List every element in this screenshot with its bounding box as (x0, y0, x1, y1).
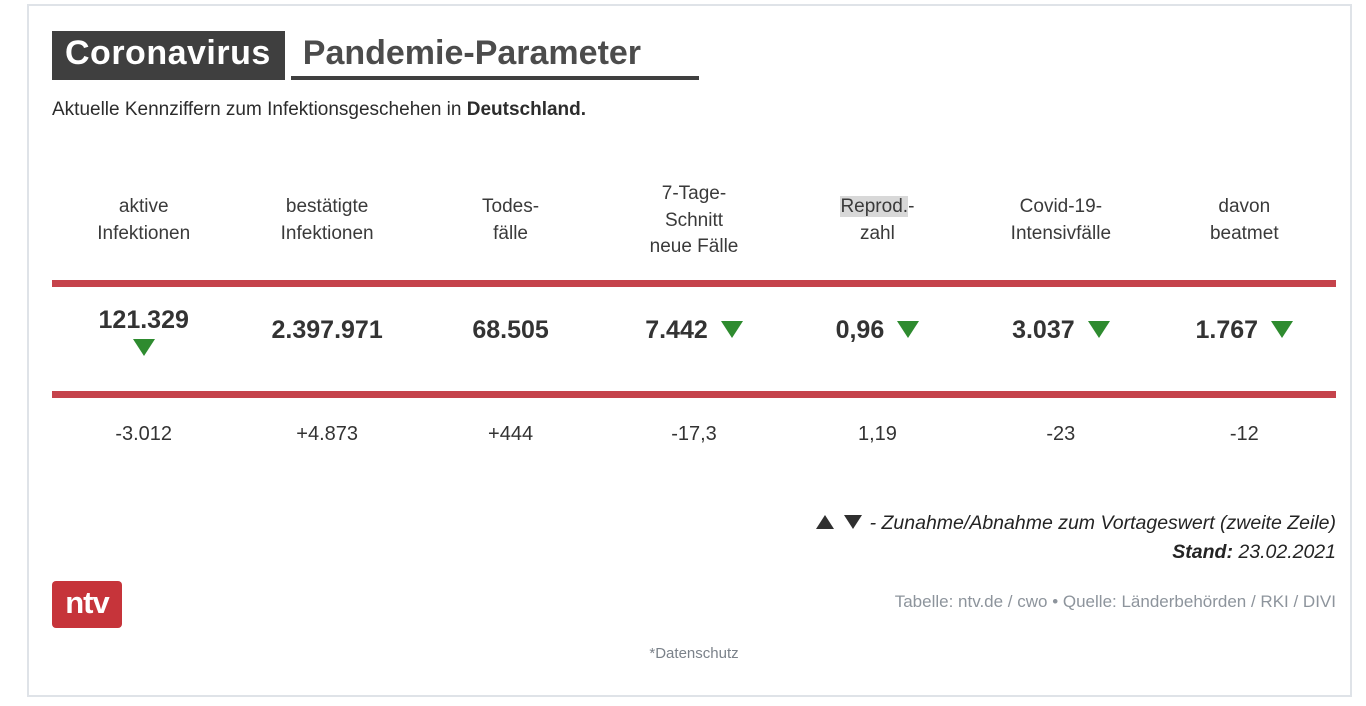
divider-top (52, 280, 1336, 287)
stat-value-cell: 121.329 (52, 303, 235, 356)
stat-value: 121.329 (98, 306, 189, 334)
credit-line: Tabelle: ntv.de / cwo • Quelle: Länderbe… (894, 592, 1336, 611)
delta-value: -17,3 (671, 423, 717, 445)
down-triangle-icon (720, 321, 743, 338)
delta-value: -23 (1046, 423, 1076, 445)
stat-value: 7.442 (645, 315, 708, 344)
stand-label: Stand: (1172, 541, 1233, 563)
down-triangle-icon (132, 339, 155, 356)
stat-value-cell: 7.442 (602, 315, 785, 345)
stat-value-cell: 3.037 (969, 315, 1152, 345)
column-header-davon-beatmet: davon beatmet (1209, 196, 1279, 244)
stat-value: 0,96 (835, 315, 885, 344)
stat-value-cell: 68.505 (419, 315, 602, 345)
delta-value: 1,19 (857, 423, 897, 445)
title-text: Pandemie-Parameter (290, 31, 700, 80)
delta-value: -12 (1229, 423, 1259, 445)
down-triangle-icon (1271, 321, 1294, 338)
legend: - Zunahme/Abnahme zum Vortageswert (zwei… (52, 512, 1336, 535)
subtitle-text: Aktuelle Kennziffern zum Infektionsgesch… (52, 99, 467, 120)
subtitle: Aktuelle Kennziffern zum Infektionsgesch… (52, 99, 1336, 121)
column-header-reproduktionszahl: Reprod.- zahl (840, 196, 915, 244)
delta-value: -3.012 (115, 423, 173, 445)
stand-value: 23.02.2021 (1238, 541, 1336, 563)
up-triangle-icon (815, 515, 834, 529)
delta-value: +444 (488, 423, 534, 445)
stat-value: 1.767 (1195, 315, 1259, 344)
divider-bottom (52, 391, 1336, 398)
infographic-card: Coronavirus Pandemie-Parameter Aktuelle … (27, 4, 1352, 697)
stat-value-cell: 2.397.971 (235, 315, 418, 345)
column-header-todesfaelle: Todes- fälle (482, 196, 540, 244)
stat-value: 2.397.971 (271, 315, 383, 344)
down-triangle-icon (1087, 321, 1110, 338)
down-triangle-icon (897, 321, 920, 338)
ntv-logo: ntv (52, 581, 122, 628)
stat-value-cell: 0,96 (786, 315, 969, 345)
delta-value: +4.873 (296, 423, 358, 445)
stat-value: 68.505 (472, 315, 549, 344)
down-triangle-icon (843, 515, 862, 529)
title-badge: Coronavirus (52, 31, 285, 80)
column-header-bestaetigte-infektionen: bestätigte Infektionen (280, 196, 374, 244)
highlighted-text: Reprod. (840, 196, 909, 218)
column-header-aktive-infektionen: aktive Infektionen (97, 196, 191, 244)
stat-value: 3.037 (1012, 315, 1075, 344)
status-date: Stand: 23.02.2021 (52, 541, 1336, 564)
footer: ntv Tabelle: ntv.de / cwo • Quelle: Länd… (52, 581, 1336, 628)
column-header-intensivfaelle: Covid-19- Intensivfälle (1010, 196, 1112, 244)
table-delta-row: -3.012 +4.873 +444 -17,3 1,19 -23 -12 (52, 398, 1336, 470)
table-header-row: aktive Infektionen bestätigte Infektione… (52, 179, 1336, 263)
page-title: Coronavirus Pandemie-Parameter (52, 31, 1336, 80)
table-value-row: 121.329 2.397.971 68.505 7.442 0,96 3.03… (52, 287, 1336, 374)
stat-value-cell: 1.767 (1153, 315, 1336, 345)
privacy-link[interactable]: *Datenschutz (649, 645, 739, 662)
legend-text: - Zunahme/Abnahme zum Vortageswert (zwei… (869, 512, 1336, 534)
column-header-7-tage-schnitt: 7-Tage- Schnitt neue Fälle (649, 182, 739, 258)
subtitle-country: Deutschland. (466, 99, 587, 120)
